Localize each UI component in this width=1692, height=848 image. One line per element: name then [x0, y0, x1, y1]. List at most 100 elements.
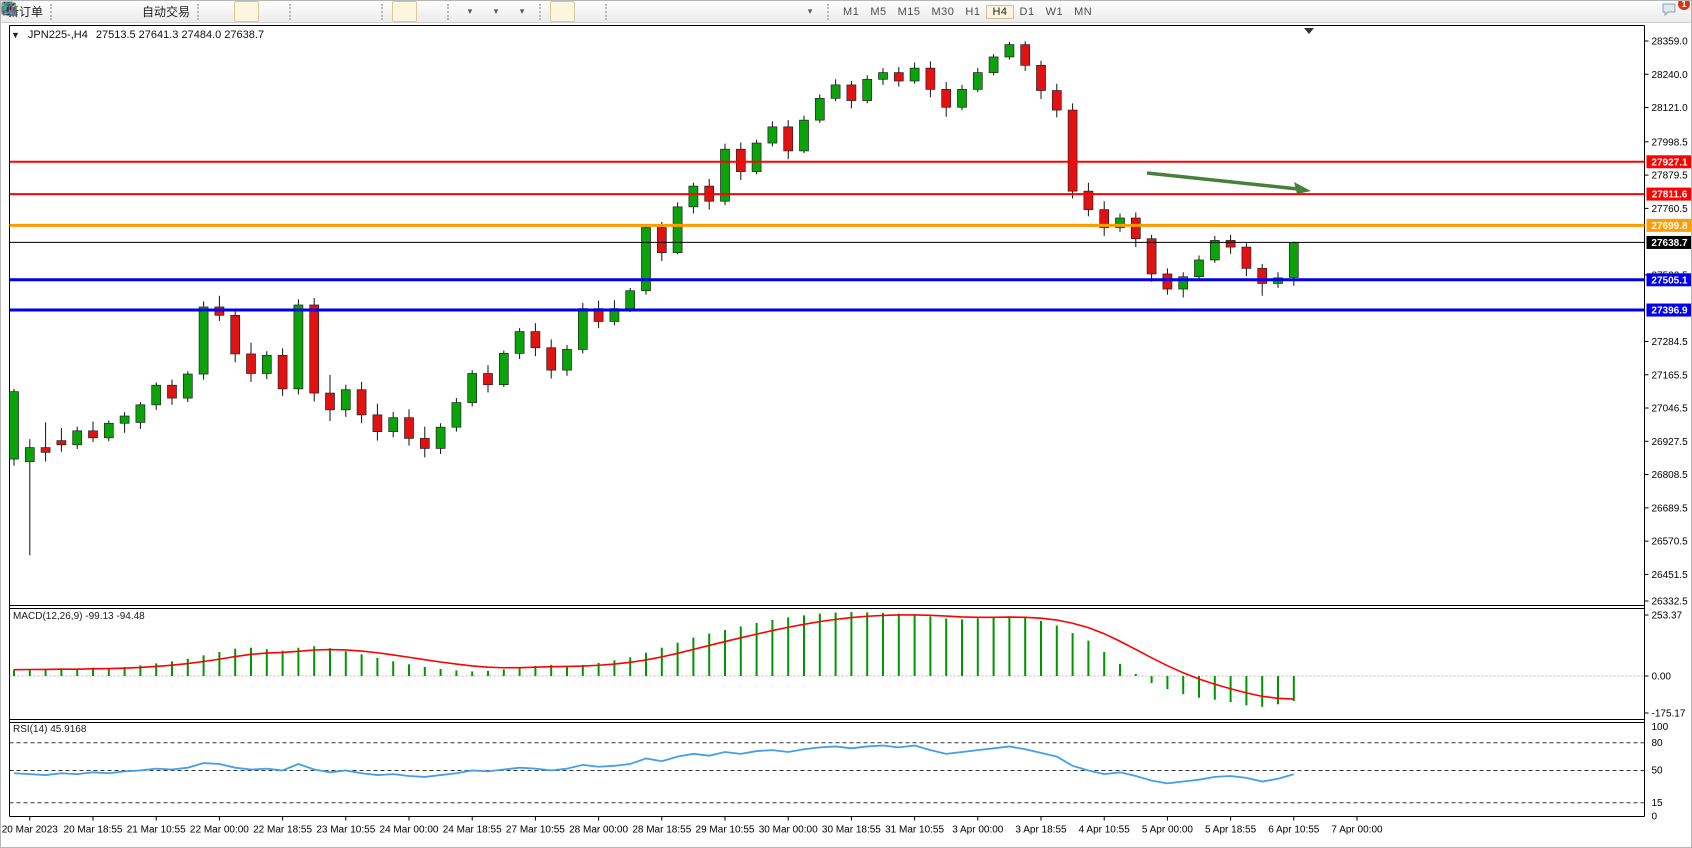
svg-text:28 Mar 00:00: 28 Mar 00:00: [569, 825, 628, 836]
svg-text:27505.1: 27505.1: [1651, 275, 1688, 286]
svg-text:27760.5: 27760.5: [1652, 204, 1689, 215]
svg-text:20 Mar 2023: 20 Mar 2023: [2, 825, 59, 836]
price-axis: 28359.0 28240.0 28121.0 27998.5 27879.5 27760…: [1644, 37, 1689, 608]
chart-symbol-period: JPN225-,H4: [27, 29, 88, 41]
svg-text:0.00: 0.00: [1652, 672, 1672, 683]
svg-text:27638.7: 27638.7: [1651, 238, 1688, 249]
horizontal-line-button[interactable]: [2, 1, 667, 22]
timeframe-h1[interactable]: H1: [965, 5, 981, 18]
dropdown-caret: ▾: [493, 6, 499, 16]
svg-text:30 Mar 18:55: 30 Mar 18:55: [822, 825, 881, 836]
svg-text:28240.0: 28240.0: [1652, 70, 1689, 81]
svg-text:22 Mar 18:55: 22 Mar 18:55: [253, 825, 312, 836]
crosshair-button[interactable]: [2, 1, 601, 22]
svg-text:27927.1: 27927.1: [1651, 157, 1688, 168]
svg-text:80: 80: [1652, 738, 1664, 749]
zoom-out-button[interactable]: [2, 1, 351, 22]
svg-text:3 Apr 00:00: 3 Apr 00:00: [952, 825, 1004, 836]
chart-shift-button[interactable]: [2, 1, 443, 22]
tile-windows-button[interactable]: [2, 1, 377, 22]
svg-text:27879.5: 27879.5: [1652, 171, 1689, 182]
notifications-button[interactable]: 1: [1660, 1, 1690, 22]
templates-button[interactable]: ▾: [1, 1, 535, 22]
svg-text:24 Mar 18:55: 24 Mar 18:55: [443, 825, 502, 836]
indicators-button[interactable]: ▾: [1, 1, 483, 22]
timeframe-d1[interactable]: D1: [1019, 5, 1035, 18]
svg-text:23 Mar 10:55: 23 Mar 10:55: [316, 825, 375, 836]
svg-text:27396.9: 27396.9: [1651, 306, 1688, 317]
rsi-line: [13, 744, 1295, 785]
cursor-button[interactable]: [4, 1, 576, 22]
chart-menu-arrow[interactable]: ▼: [11, 30, 20, 40]
text-label-button[interactable]: T: [2, 1, 797, 22]
vertical-line-button[interactable]: [7, 1, 641, 22]
rsi-panel[interactable]: 100 80 50 15 0: [9, 722, 1669, 823]
macd-signal-line: [13, 614, 1294, 700]
svg-text:26808.5: 26808.5: [1652, 470, 1689, 481]
toolbar-separator: [827, 3, 834, 20]
metaeditor-button[interactable]: [2, 1, 86, 22]
timeframe-w1[interactable]: W1: [1045, 5, 1064, 18]
svg-text:22 Mar 00:00: 22 Mar 00:00: [190, 825, 249, 836]
timeframe-m15[interactable]: M15: [897, 5, 921, 18]
trend-arrow-annotation[interactable]: [1146, 171, 1311, 194]
line-chart-button[interactable]: [1, 1, 285, 22]
svg-text:6 Apr 10:55: 6 Apr 10:55: [1268, 825, 1320, 836]
svg-text:29 Mar 10:55: 29 Mar 10:55: [696, 825, 755, 836]
svg-text:28 Mar 18:55: 28 Mar 18:55: [632, 825, 691, 836]
svg-text:24 Mar 00:00: 24 Mar 00:00: [380, 825, 439, 836]
timeframe-m30[interactable]: M30: [931, 5, 955, 18]
signals-button[interactable]: [1, 1, 138, 22]
zoom-in-button[interactable]: [2, 1, 325, 22]
svg-text:21 Mar 10:55: 21 Mar 10:55: [127, 825, 186, 836]
svg-text:50: 50: [1652, 765, 1664, 776]
toolbar-separator: [539, 3, 546, 20]
svg-text:5 Apr 00:00: 5 Apr 00:00: [1142, 825, 1194, 836]
search-button[interactable]: [2, 1, 1654, 22]
svg-text:26570.5: 26570.5: [1652, 537, 1689, 548]
chat-bubble-icon: [1662, 3, 1676, 17]
macd-panel[interactable]: 253.37 0.00 -175.17: [9, 611, 1686, 720]
equidistant-channel-button[interactable]: E: [1, 1, 719, 22]
auto-scroll-button[interactable]: [2, 1, 418, 22]
chart-shift-marker[interactable]: [1304, 28, 1314, 34]
svg-text:27 Mar 10:55: 27 Mar 10:55: [506, 825, 565, 836]
svg-text:26332.5: 26332.5: [1652, 597, 1689, 608]
svg-text:100: 100: [1652, 722, 1669, 733]
svg-text:3 Apr 18:55: 3 Apr 18:55: [1015, 825, 1067, 836]
timeframe-h4[interactable]: H4: [986, 4, 1014, 19]
toolbar-separator: [447, 3, 454, 20]
community-button[interactable]: [3, 1, 112, 22]
timeframe-m1[interactable]: M1: [843, 5, 860, 18]
svg-text:E: E: [14, 11, 18, 16]
candlestick-chart-button[interactable]: [2, 1, 260, 22]
candlestick-series[interactable]: [9, 41, 1299, 556]
svg-text:28359.0: 28359.0: [1652, 37, 1689, 48]
search-icon: [2, 2, 17, 17]
bar-chart-button[interactable]: [2, 1, 233, 22]
timeframe-m5[interactable]: M5: [870, 5, 887, 18]
dropdown-caret: ▾: [467, 6, 473, 16]
svg-text:28121.0: 28121.0: [1652, 103, 1689, 114]
svg-text:31 Mar 10:55: 31 Mar 10:55: [885, 825, 944, 836]
fibonacci-button[interactable]: F: [2, 1, 745, 22]
notification-badge: 1: [1678, 1, 1690, 10]
periods-button[interactable]: ▾: [2, 1, 509, 22]
svg-text:27699.8: 27699.8: [1651, 221, 1688, 232]
level-lines[interactable]: 27927.1 27811.6 27699.8 27638.7 27505.1 27396…: [9, 155, 1692, 317]
timeframe-mn[interactable]: MN: [1074, 5, 1093, 18]
arrows-button[interactable]: ▾: [2, 1, 823, 22]
svg-text:7 Apr 00:00: 7 Apr 00:00: [1331, 825, 1383, 836]
dropdown-caret: ▾: [519, 6, 525, 16]
svg-text:253.37: 253.37: [1652, 611, 1683, 622]
svg-text:30 Mar 00:00: 30 Mar 00:00: [759, 825, 818, 836]
svg-text:27998.5: 27998.5: [1652, 137, 1689, 148]
time-axis[interactable]: 20 Mar 2023 20 Mar 18:55 21 Mar 10:55 22 Ma…: [2, 816, 1383, 836]
trendline-button[interactable]: [2, 1, 693, 22]
text-button[interactable]: A: [4, 1, 771, 22]
autotrading-button[interactable]: 自动交易: [2, 1, 193, 22]
toolbar-separator: [289, 3, 296, 20]
svg-text:A: A: [4, 2, 12, 16]
